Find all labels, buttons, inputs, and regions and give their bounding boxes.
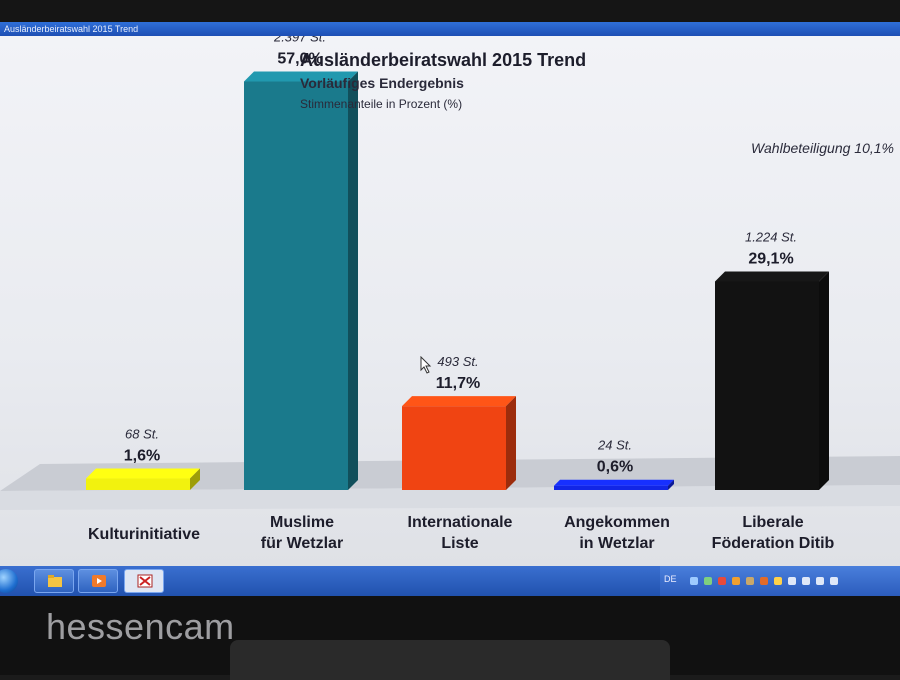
category-label: Liberale	[742, 514, 803, 531]
app-tray-icon[interactable]	[732, 577, 740, 585]
value-label: 11,7%	[436, 375, 480, 392]
value-label: 29,1%	[748, 250, 793, 267]
bar-top	[554, 479, 674, 486]
power-icon[interactable]	[802, 577, 810, 585]
watermark-text: hessencam	[46, 606, 235, 647]
update-icon[interactable]	[718, 577, 726, 585]
value-label: 1,6%	[124, 448, 160, 465]
bluetooth-icon[interactable]	[690, 577, 698, 585]
votes-label: 24 St.	[597, 438, 632, 453]
value-label: 0,6%	[597, 459, 633, 476]
system-tray: DE	[660, 566, 900, 596]
chart-subtitle: Vorläufiges Endergebnis	[300, 75, 464, 91]
bar-side	[668, 479, 674, 490]
category-label: für Wetzlar	[261, 535, 343, 552]
chart-screen: 1,6% 68 St. Kulturinitiative 57,0% 2.397 St.…	[0, 36, 900, 566]
language-indicator[interactable]: DE	[664, 574, 677, 584]
security-icon[interactable]	[704, 577, 712, 585]
chart-floor-front	[0, 485, 900, 510]
category-label: Muslime	[270, 514, 334, 531]
start-button[interactable]	[0, 569, 18, 593]
votes-label: 68 St.	[125, 427, 159, 442]
mouse-cursor-icon	[420, 356, 432, 374]
bar-side	[190, 468, 200, 490]
usb-icon[interactable]	[788, 577, 796, 585]
bar-top	[715, 271, 829, 282]
window-titlebar: Ausländerbeiratswahl 2015 Trend	[0, 22, 900, 36]
bar-top	[402, 396, 516, 407]
bar-side	[348, 71, 358, 490]
bar-front	[715, 281, 819, 490]
monitor-bezel-top	[0, 0, 900, 22]
network-icon[interactable]	[816, 577, 824, 585]
category-label: Liste	[441, 535, 478, 552]
taskbar-app-explorer[interactable]	[34, 569, 74, 593]
category-label: in Wetzlar	[579, 535, 654, 552]
bar-side	[819, 271, 829, 490]
votes-label: 493 St.	[437, 354, 478, 369]
bar-front	[86, 478, 190, 490]
window-title: Ausländerbeiratswahl 2015 Trend	[4, 24, 139, 34]
chart-unit-label: Stimmenanteile in Prozent (%)	[300, 97, 463, 111]
ballot-icon	[137, 574, 153, 588]
media-player-icon	[92, 575, 106, 587]
bar-top	[244, 71, 358, 82]
category-label: Internationale	[408, 514, 513, 531]
category-label: Föderation Ditib	[712, 535, 835, 552]
folder-icon	[48, 575, 62, 587]
bar-top	[86, 468, 200, 479]
turnout-annotation: Wahlbeteiligung 10,1%	[751, 140, 894, 156]
value-label: 57,0%	[277, 51, 322, 68]
chart-title: Ausländerbeiratswahl 2015 Trend	[300, 50, 587, 70]
category-label: Angekommen	[564, 514, 670, 531]
taskbar: DE	[0, 566, 900, 596]
title-block: Ausländerbeiratswahl 2015 Trend Vorläufi…	[300, 50, 586, 111]
bar-front	[554, 485, 668, 490]
taskbar-app-media[interactable]	[78, 569, 118, 593]
volume-icon[interactable]	[830, 577, 838, 585]
notification-icon[interactable]	[774, 577, 782, 585]
votes-label: 1.224 St.	[745, 229, 797, 244]
taskbar-app-election[interactable]	[124, 569, 164, 593]
category-label: Kulturinitiative	[88, 526, 200, 543]
monitor-stand	[230, 640, 670, 680]
bar-side	[506, 396, 516, 490]
votes-label: 2.397 St.	[273, 36, 326, 45]
bar-front	[244, 81, 348, 490]
drive-icon[interactable]	[746, 577, 754, 585]
browser-tray-icon[interactable]	[760, 577, 768, 585]
bar-chart: 1,6% 68 St. Kulturinitiative 57,0% 2.397 St.…	[0, 36, 900, 552]
bar-front	[402, 406, 506, 490]
